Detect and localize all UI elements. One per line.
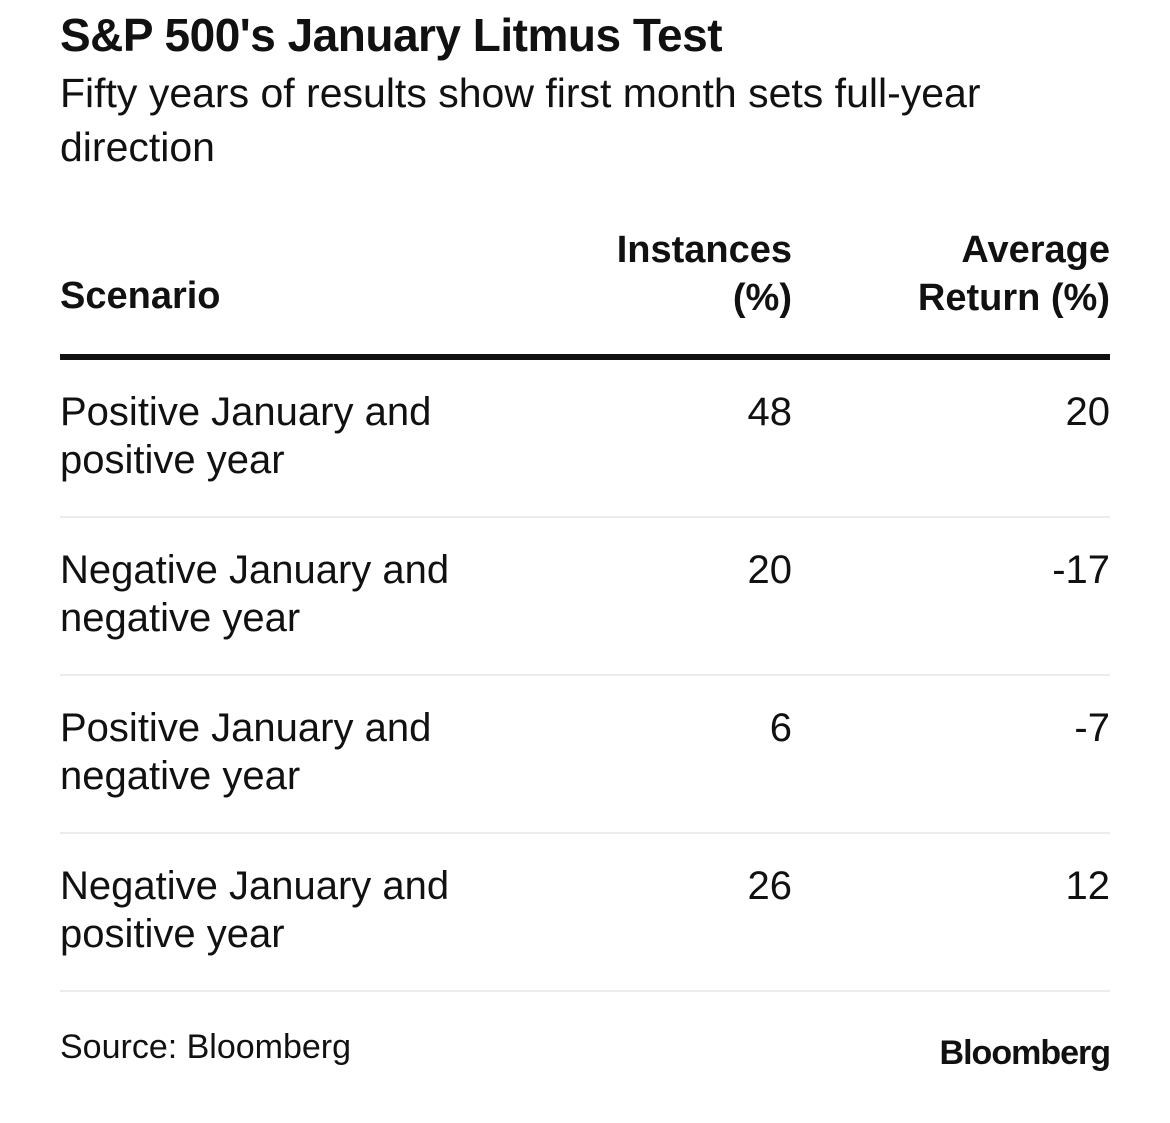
source-note: Source: Bloomberg — [60, 1028, 352, 1066]
table-row: Negative January and positive year 26 12 — [60, 834, 1110, 992]
row-average-return: 20 — [1065, 390, 1111, 434]
row-instances: 6 — [769, 706, 792, 750]
header-instances: Instances (%) — [552, 226, 792, 322]
row-instances: 48 — [747, 390, 793, 434]
table-row: Negative January and negative year 20 -1… — [60, 518, 1110, 676]
header-instances-line2: (%) — [732, 277, 792, 319]
row-average-return: 12 — [1065, 864, 1111, 908]
row-scenario: Negative January and negative year — [60, 548, 450, 640]
row-scenario: Positive January and negative year — [60, 706, 432, 798]
header-return-line1: Average — [961, 229, 1110, 271]
row-average-return: -7 — [1074, 706, 1110, 750]
chart-title: S&P 500's January Litmus Test — [60, 9, 723, 61]
table-row: Positive January and negative year 6 -7 — [60, 676, 1110, 834]
row-instances: 20 — [747, 548, 793, 592]
data-table: Scenario Instances (%) Average Return (%… — [60, 226, 1110, 992]
header-scenario: Scenario — [60, 275, 221, 317]
row-scenario: Negative January and positive year — [60, 864, 450, 956]
bloomberg-logo: Bloomberg — [939, 1034, 1111, 1072]
table-header: Scenario Instances (%) Average Return (%… — [60, 226, 1110, 360]
header-instances-line1: Instances — [616, 229, 792, 271]
header-return-line2: Return (%) — [917, 277, 1110, 319]
chart-subtitle: Fifty years of results show first month … — [60, 70, 981, 170]
header-average-return: Average Return (%) — [870, 226, 1110, 322]
row-scenario: Positive January and positive year — [60, 390, 432, 482]
row-instances: 26 — [747, 864, 793, 908]
table-row: Positive January and positive year 48 20 — [60, 360, 1110, 518]
row-average-return: -17 — [1052, 548, 1110, 592]
